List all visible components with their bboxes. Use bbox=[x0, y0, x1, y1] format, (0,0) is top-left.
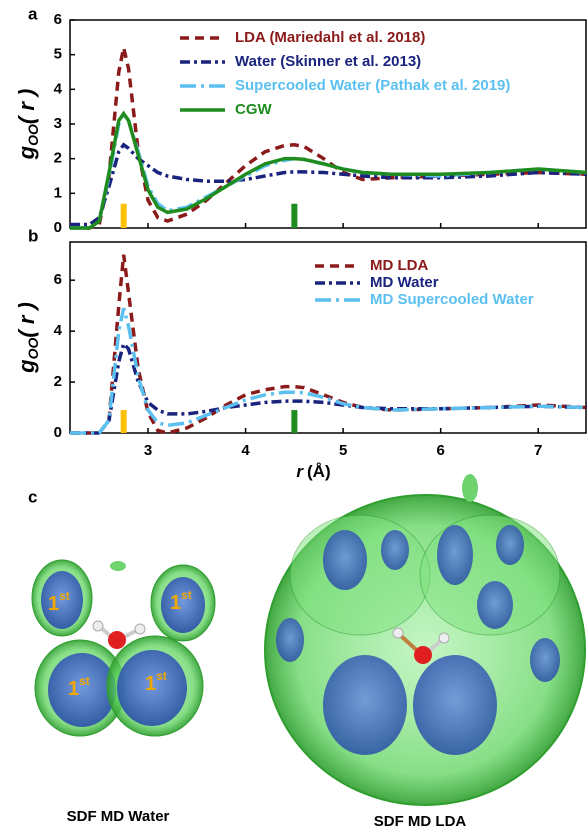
hydrogen bbox=[392, 627, 404, 639]
legend-label: MD Water bbox=[370, 274, 439, 291]
caption: SDF MD Water bbox=[67, 808, 170, 825]
caption: SDF MD LDA bbox=[374, 813, 467, 830]
legend-label: Supercooled Water (Pathak et al. 2019) bbox=[235, 77, 510, 94]
blob bbox=[462, 474, 478, 502]
lobe-number: 1 bbox=[145, 673, 156, 695]
y-label-main: g bbox=[14, 145, 39, 160]
series-line bbox=[70, 47, 587, 230]
y-tick-label: 6 bbox=[54, 271, 62, 288]
y-label-arg: ( r ) bbox=[14, 302, 39, 337]
lobe-label: 1st bbox=[48, 589, 70, 615]
lobe bbox=[161, 577, 205, 633]
lobe bbox=[48, 653, 116, 727]
lobe bbox=[413, 655, 497, 755]
lobe-number: 1 bbox=[48, 593, 59, 615]
y-tick-label: 5 bbox=[54, 46, 62, 63]
x-label-unit: (Å) bbox=[307, 462, 331, 481]
x-tick-label: 3 bbox=[144, 442, 152, 459]
series-line bbox=[70, 142, 587, 227]
legend-label: CGW bbox=[235, 101, 273, 118]
panel-label: b bbox=[28, 226, 38, 245]
y-tick-label: 2 bbox=[54, 373, 62, 390]
y-tick-label: 2 bbox=[54, 150, 62, 167]
oxygen bbox=[108, 631, 126, 649]
y-label-sub: OO bbox=[25, 124, 41, 146]
panel-label: c bbox=[28, 487, 37, 506]
y-tick-label: 0 bbox=[54, 219, 62, 236]
x-tick-label: 4 bbox=[241, 442, 250, 459]
sdf-water: 1st 1st 1st 1st bbox=[31, 559, 216, 737]
lobe bbox=[477, 581, 513, 629]
peak-marker bbox=[291, 203, 298, 228]
oxygen bbox=[414, 646, 432, 664]
peak-marker bbox=[291, 410, 298, 433]
peak-marker bbox=[120, 203, 127, 228]
sdf-panel: c 1st 1st 1st 1st bbox=[28, 474, 586, 830]
y-label-sub: OO bbox=[25, 338, 41, 360]
lobe-label: 1st bbox=[170, 588, 192, 614]
y-tick-label: 0 bbox=[54, 424, 62, 441]
lobe-label: 1st bbox=[145, 669, 167, 695]
y-axis-label: gOO( r ) bbox=[14, 302, 41, 374]
y-label-arg: ( r ) bbox=[14, 89, 39, 124]
lobe bbox=[381, 530, 409, 570]
hydrogen bbox=[92, 620, 104, 632]
y-tick-label: 6 bbox=[54, 11, 62, 28]
lobe-suffix: st bbox=[59, 589, 70, 603]
y-axis-label: gOO( r ) bbox=[14, 89, 41, 161]
series-line bbox=[70, 340, 587, 435]
x-tick-label: 6 bbox=[437, 442, 445, 459]
lobe bbox=[117, 650, 187, 726]
plot-frame bbox=[69, 19, 587, 229]
series-line bbox=[70, 307, 587, 435]
legend-label: MD LDA bbox=[370, 257, 428, 274]
x-tick-label: 7 bbox=[534, 442, 542, 459]
sdf-lda bbox=[264, 474, 586, 806]
plot-frame bbox=[69, 241, 587, 434]
x-label-main: r bbox=[296, 462, 304, 481]
lobe-number: 1 bbox=[170, 592, 181, 614]
lobe-suffix: st bbox=[181, 588, 192, 602]
hydrogen bbox=[134, 623, 146, 635]
hydrogen bbox=[438, 632, 450, 644]
lobe bbox=[41, 571, 83, 629]
x-axis-label: r (Å) bbox=[296, 462, 330, 481]
lobe bbox=[496, 525, 524, 565]
legend-label: Water (Skinner et al. 2013) bbox=[235, 53, 421, 70]
x-tick-label: 5 bbox=[339, 442, 347, 459]
lobe bbox=[323, 530, 367, 590]
panel-label: a bbox=[28, 4, 38, 23]
lobe-label: 1st bbox=[68, 674, 90, 700]
lobe bbox=[323, 655, 407, 755]
series-line bbox=[70, 110, 587, 230]
lobe-suffix: st bbox=[79, 674, 90, 688]
y-tick-label: 1 bbox=[54, 184, 62, 201]
lobe-number: 1 bbox=[68, 678, 79, 700]
lobe-suffix: st bbox=[156, 669, 167, 683]
y-tick-label: 3 bbox=[54, 115, 62, 132]
lobe bbox=[530, 638, 560, 682]
peak-marker bbox=[120, 410, 127, 433]
y-tick-label: 4 bbox=[54, 322, 63, 339]
legend-label: LDA (Mariedahl et al. 2018) bbox=[235, 29, 425, 46]
blob bbox=[110, 561, 126, 571]
y-label-main: g bbox=[14, 359, 39, 374]
legend-label: MD Supercooled Water bbox=[370, 291, 534, 308]
lobe bbox=[437, 525, 473, 585]
y-tick-label: 4 bbox=[54, 80, 63, 97]
lobe bbox=[276, 618, 304, 662]
chart: a 0 1 2 3 4 5 6 gOO( r ) LDA (Mariedahl et al. 20… bbox=[14, 4, 587, 236]
